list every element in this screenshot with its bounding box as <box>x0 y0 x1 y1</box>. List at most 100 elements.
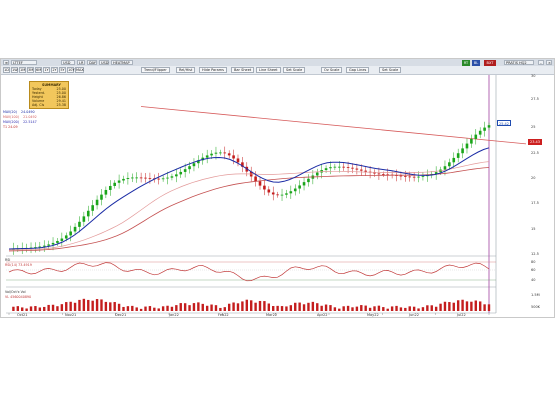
symbol-field[interactable]: LTTEF <box>11 60 37 65</box>
mav20-line <box>8 147 490 250</box>
volume-bar <box>214 305 218 311</box>
y-axis-label: 22.5 <box>531 151 539 155</box>
hide-params-button[interactable]: Hide Params <box>199 67 228 73</box>
summary-label: Yesterd. <box>32 91 46 95</box>
workspace-label[interactable]: PRATIS HQ2 <box>504 60 534 65</box>
candle-body <box>351 167 354 169</box>
volume-bar <box>65 302 68 311</box>
candle-body <box>42 245 46 247</box>
rsi-legend: RSI(14) 73.4919 <box>5 263 32 267</box>
timeframe-5y-button[interactable]: 5Y <box>59 67 66 73</box>
volume-bar <box>104 301 108 311</box>
candle-body <box>302 182 306 186</box>
timeframe-3m-button[interactable]: 3M <box>27 67 34 73</box>
gap-lines-button[interactable]: Gap Lines <box>346 67 370 73</box>
trend-flipper-button[interactable]: Trend/Flipper <box>141 67 170 73</box>
candle-body <box>95 199 99 206</box>
summary-value: 26.86 <box>56 95 66 99</box>
bar-sheet-button[interactable]: Bar Sheet <box>231 67 255 73</box>
candle-body <box>78 221 81 227</box>
currency-field[interactable]: USD <box>61 60 75 65</box>
set-scale-button[interactable]: Set Scale <box>283 67 306 73</box>
volume-bar <box>276 305 279 311</box>
candle-body <box>223 152 227 154</box>
candle-body <box>364 170 367 172</box>
timeframe-6m-button[interactable]: 6M <box>35 67 42 73</box>
volume-bar <box>320 305 323 311</box>
toolbar-menu-4[interactable]: HEATMAP <box>111 60 133 65</box>
summary-title: SUMMARY <box>42 83 61 87</box>
candle-body <box>135 177 139 179</box>
timeframe-max-button[interactable]: MAX <box>75 67 84 73</box>
candle-body <box>179 171 183 175</box>
volume-bar <box>51 304 55 311</box>
volume-bar <box>364 305 367 311</box>
candle-body <box>232 155 235 159</box>
volume-bar <box>280 306 284 311</box>
volume-bar <box>197 302 200 311</box>
ma-legend-value: 24.0490 <box>20 110 35 114</box>
line-sheet-button[interactable]: Line Sheet <box>256 67 281 73</box>
volume-bar <box>386 308 389 311</box>
rt-badge[interactable]: RT <box>462 60 470 66</box>
ma-legend-label: T1 24.09 <box>3 125 18 129</box>
timeframe-1w-button[interactable]: 1W <box>11 67 18 73</box>
bxt-badge[interactable]: BXT <box>484 60 496 66</box>
x-axis-label: Jul22 <box>457 313 466 317</box>
menu-icon[interactable]: ≡ <box>3 60 9 65</box>
candle-body <box>38 246 42 248</box>
volume-bar <box>38 307 42 311</box>
volume-bar <box>272 306 275 311</box>
ma-legend-row: MAV(100) 21.0492 <box>3 115 37 119</box>
candle-body <box>355 168 359 170</box>
timeframe-1m-button[interactable]: 1M <box>19 67 26 73</box>
volume-bar <box>426 305 429 311</box>
volume-bar <box>183 303 187 311</box>
volume-bar <box>360 305 363 311</box>
toolbar-menu-3[interactable]: USD <box>99 60 109 65</box>
volume-bar <box>82 298 86 311</box>
timeframe-10y-button[interactable]: 10Y <box>67 67 75 73</box>
candle-body <box>197 160 200 164</box>
candle-body <box>117 180 121 183</box>
timeframe-1d-button[interactable]: 1D <box>3 67 10 73</box>
timeframe-1y-button[interactable]: 1Y <box>43 67 50 73</box>
volume-bar <box>117 303 121 311</box>
candle-body <box>465 143 469 149</box>
candle-body <box>408 176 412 178</box>
toolbar-menu-2[interactable]: DAY <box>87 60 97 65</box>
candle-body <box>100 194 103 200</box>
summary-value: 25.38 <box>56 103 66 107</box>
ma-legend-row: MAV(20) 24.0490 <box>3 110 35 114</box>
volume-bar <box>153 307 156 311</box>
candle-body <box>91 205 94 211</box>
minimize-icon[interactable]: – <box>538 60 544 65</box>
chart-canvas[interactable] <box>1 59 554 317</box>
summary-value: 25.00 <box>56 87 66 91</box>
rel-hist-button[interactable]: Rel/Hist <box>176 67 196 73</box>
resistance-trendline <box>140 106 527 145</box>
set-scale-2-button[interactable]: Set Scale <box>379 67 402 73</box>
candle-body <box>108 185 112 190</box>
candle-body <box>51 242 55 245</box>
volume-bar <box>294 302 297 311</box>
bl-badge[interactable]: BL <box>472 60 480 66</box>
candle-body <box>241 162 244 167</box>
close-icon[interactable]: × <box>546 60 552 65</box>
timeframe-2y-button[interactable]: 2Y <box>51 67 58 73</box>
volume-bar <box>448 302 451 311</box>
candle-body <box>267 189 271 193</box>
candle-body <box>434 172 438 174</box>
summary-label: Volume <box>32 99 45 103</box>
candle-body <box>456 153 460 158</box>
ov-scale-button[interactable]: Ov Scale <box>321 67 343 73</box>
toolbar-menu-1[interactable]: LR <box>77 60 85 65</box>
plot-background <box>6 75 496 313</box>
candle-body <box>487 125 491 128</box>
volume-bar <box>417 308 420 311</box>
volume-bar <box>470 301 473 311</box>
mav200-line <box>8 167 490 252</box>
summary-panel: SUMMARY Today 25.00 Yesterd. 25.00 Heigh… <box>29 81 69 109</box>
volume-bar <box>12 306 15 311</box>
volume-bar <box>285 306 288 311</box>
